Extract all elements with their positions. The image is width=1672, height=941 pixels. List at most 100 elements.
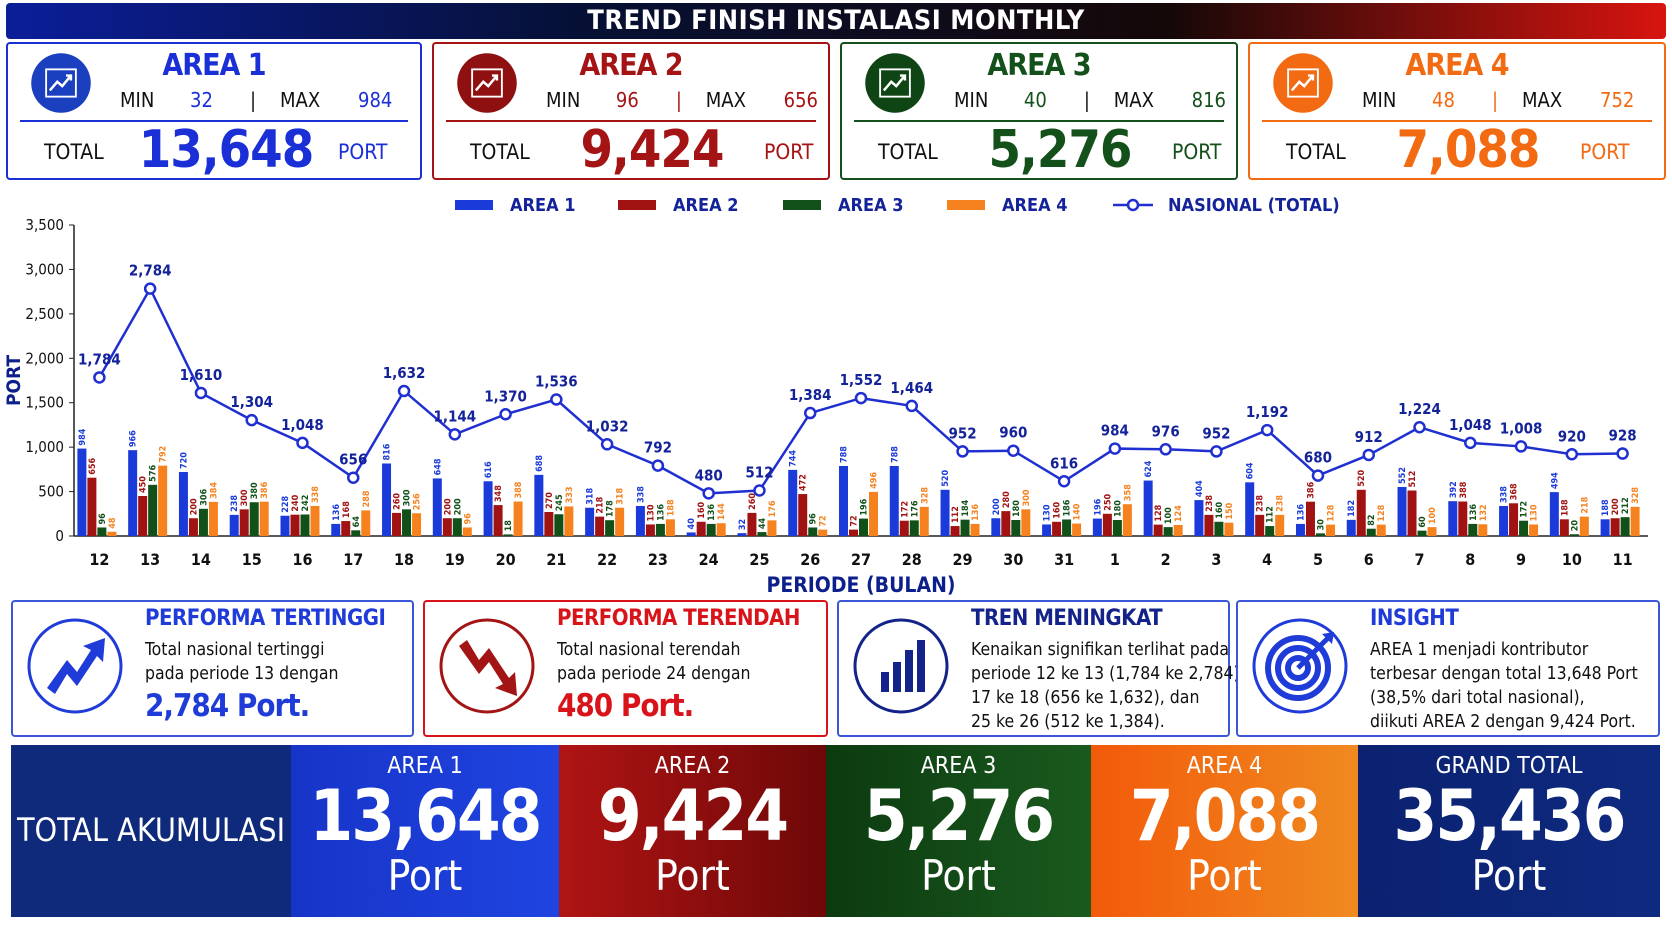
bar xyxy=(1579,516,1589,536)
bar xyxy=(1569,534,1579,536)
bar-value-label: 136 xyxy=(971,504,981,521)
bar xyxy=(1519,520,1529,536)
icon-fletch xyxy=(1322,632,1334,644)
bar-value-label: 188 xyxy=(666,499,676,516)
separator: | xyxy=(675,88,682,112)
line-value-label: 1,610 xyxy=(180,366,223,384)
x-tick-label: 10 xyxy=(1562,550,1582,569)
y-tick-label: 1,000 xyxy=(25,438,64,456)
bar xyxy=(341,521,351,536)
line-marker xyxy=(1210,445,1223,458)
bar xyxy=(585,507,595,536)
bar-value-label: 100 xyxy=(1428,507,1438,524)
bar-value-label: 144 xyxy=(717,503,727,520)
bar xyxy=(1458,501,1468,536)
icon-ring xyxy=(439,618,535,714)
y-tick-label: 2,500 xyxy=(25,305,64,323)
area-card: AREA 1 MIN 32 | MAX 984 TOTAL 13,648 PORT xyxy=(6,42,422,180)
max-value: 816 xyxy=(1191,88,1226,112)
bar xyxy=(1092,518,1102,536)
icon xyxy=(31,53,91,113)
bar xyxy=(1112,520,1122,536)
bar xyxy=(1407,490,1417,536)
bar-value-label: 604 xyxy=(1246,462,1256,479)
insight-line: 25 ke 26 (512 ke 1,384). xyxy=(971,712,1165,732)
bar-value-label: 656 xyxy=(88,457,98,474)
insight-line: terbesar dengan total 13,648 Port xyxy=(1370,664,1638,684)
line-value-label: 1,144 xyxy=(433,407,476,425)
bar-value-label: 60 xyxy=(1418,516,1428,528)
bar-value-label: 300 xyxy=(240,489,250,506)
total-label: TOTAL xyxy=(1286,140,1346,164)
bar xyxy=(716,523,726,536)
divider xyxy=(446,120,816,122)
icon xyxy=(1252,618,1348,714)
total-value: 5,276 xyxy=(988,120,1133,180)
total-box: AREA 3 5,276 Port xyxy=(826,745,1091,917)
bar xyxy=(382,463,392,536)
icon-frame xyxy=(1287,68,1319,98)
insight-line: diikuti AREA 2 dengan 9,424 Port. xyxy=(1370,712,1636,732)
icon-dart xyxy=(1296,636,1330,670)
icon xyxy=(439,618,535,714)
bar xyxy=(402,509,412,536)
x-tick-label: 26 xyxy=(800,550,820,569)
bar xyxy=(432,478,442,536)
line-marker xyxy=(702,487,715,500)
bar-value-label: 218 xyxy=(596,496,606,513)
line-marker xyxy=(550,393,563,406)
icon-bar xyxy=(917,640,925,692)
icon-target xyxy=(1275,645,1321,691)
line-value-label: 1,784 xyxy=(78,350,121,368)
bar xyxy=(442,518,452,536)
bar-value-label: 348 xyxy=(494,485,504,502)
x-tick-label: 2 xyxy=(1161,550,1171,569)
line-marker xyxy=(1311,469,1325,482)
bar-value-label: 648 xyxy=(433,458,443,475)
bar xyxy=(361,510,371,536)
line-value-label: 1,008 xyxy=(1500,419,1543,437)
bar-value-label: 96 xyxy=(809,513,819,525)
bar-value-label: 178 xyxy=(606,500,616,517)
bar-value-label: 186 xyxy=(1063,499,1073,516)
total-value: 35,436 xyxy=(1393,775,1626,857)
line-marker xyxy=(1159,443,1172,456)
line-marker xyxy=(753,484,766,497)
bar xyxy=(1052,521,1062,536)
bar-value-label: 450 xyxy=(139,476,149,493)
max-label: MAX xyxy=(280,88,321,112)
min-max-row: MIN 48 | MAX 752 xyxy=(1362,88,1654,112)
bar-value-label: 160 xyxy=(1215,502,1225,519)
bar xyxy=(747,512,757,536)
y-tick-label: 500 xyxy=(38,483,64,501)
header-title: TREND FINISH INSTALASI MONTHLY xyxy=(6,3,1666,39)
bar xyxy=(1275,514,1285,536)
max-value: 984 xyxy=(358,88,393,112)
max-label: MAX xyxy=(705,88,746,112)
line-marker xyxy=(1108,442,1122,455)
icon-bg xyxy=(865,53,925,113)
legend-label: NASIONAL (TOTAL) xyxy=(1168,195,1340,216)
bar-value-label: 328 xyxy=(920,487,930,504)
separator: | xyxy=(250,88,257,112)
separator: | xyxy=(1083,88,1090,112)
line-value-label: 928 xyxy=(1609,427,1637,445)
bar-value-label: 380 xyxy=(250,482,260,499)
line xyxy=(98,285,1623,495)
bar xyxy=(462,527,472,536)
total-box: GRAND TOTAL 35,436 Port xyxy=(1358,745,1660,917)
bar xyxy=(452,518,462,536)
bar-value-label: 388 xyxy=(514,481,524,498)
card-title: AREA 4 xyxy=(1405,48,1509,83)
bar xyxy=(1173,524,1183,536)
insight-line: 17 ke 18 (656 ke 1,632), dan xyxy=(971,688,1200,708)
total-value: 9,424 xyxy=(580,120,725,180)
bar xyxy=(107,531,117,536)
x-tick-label: 11 xyxy=(1613,550,1633,569)
min-label: MIN xyxy=(120,88,155,112)
bar-value-label: 188 xyxy=(1601,499,1611,516)
bar-value-label: 238 xyxy=(1276,495,1286,512)
insight-text: AREA 1 menjadi kontributor terbesar denga… xyxy=(1370,638,1638,734)
bar xyxy=(919,506,929,536)
bar-value-label: 966 xyxy=(129,430,139,447)
